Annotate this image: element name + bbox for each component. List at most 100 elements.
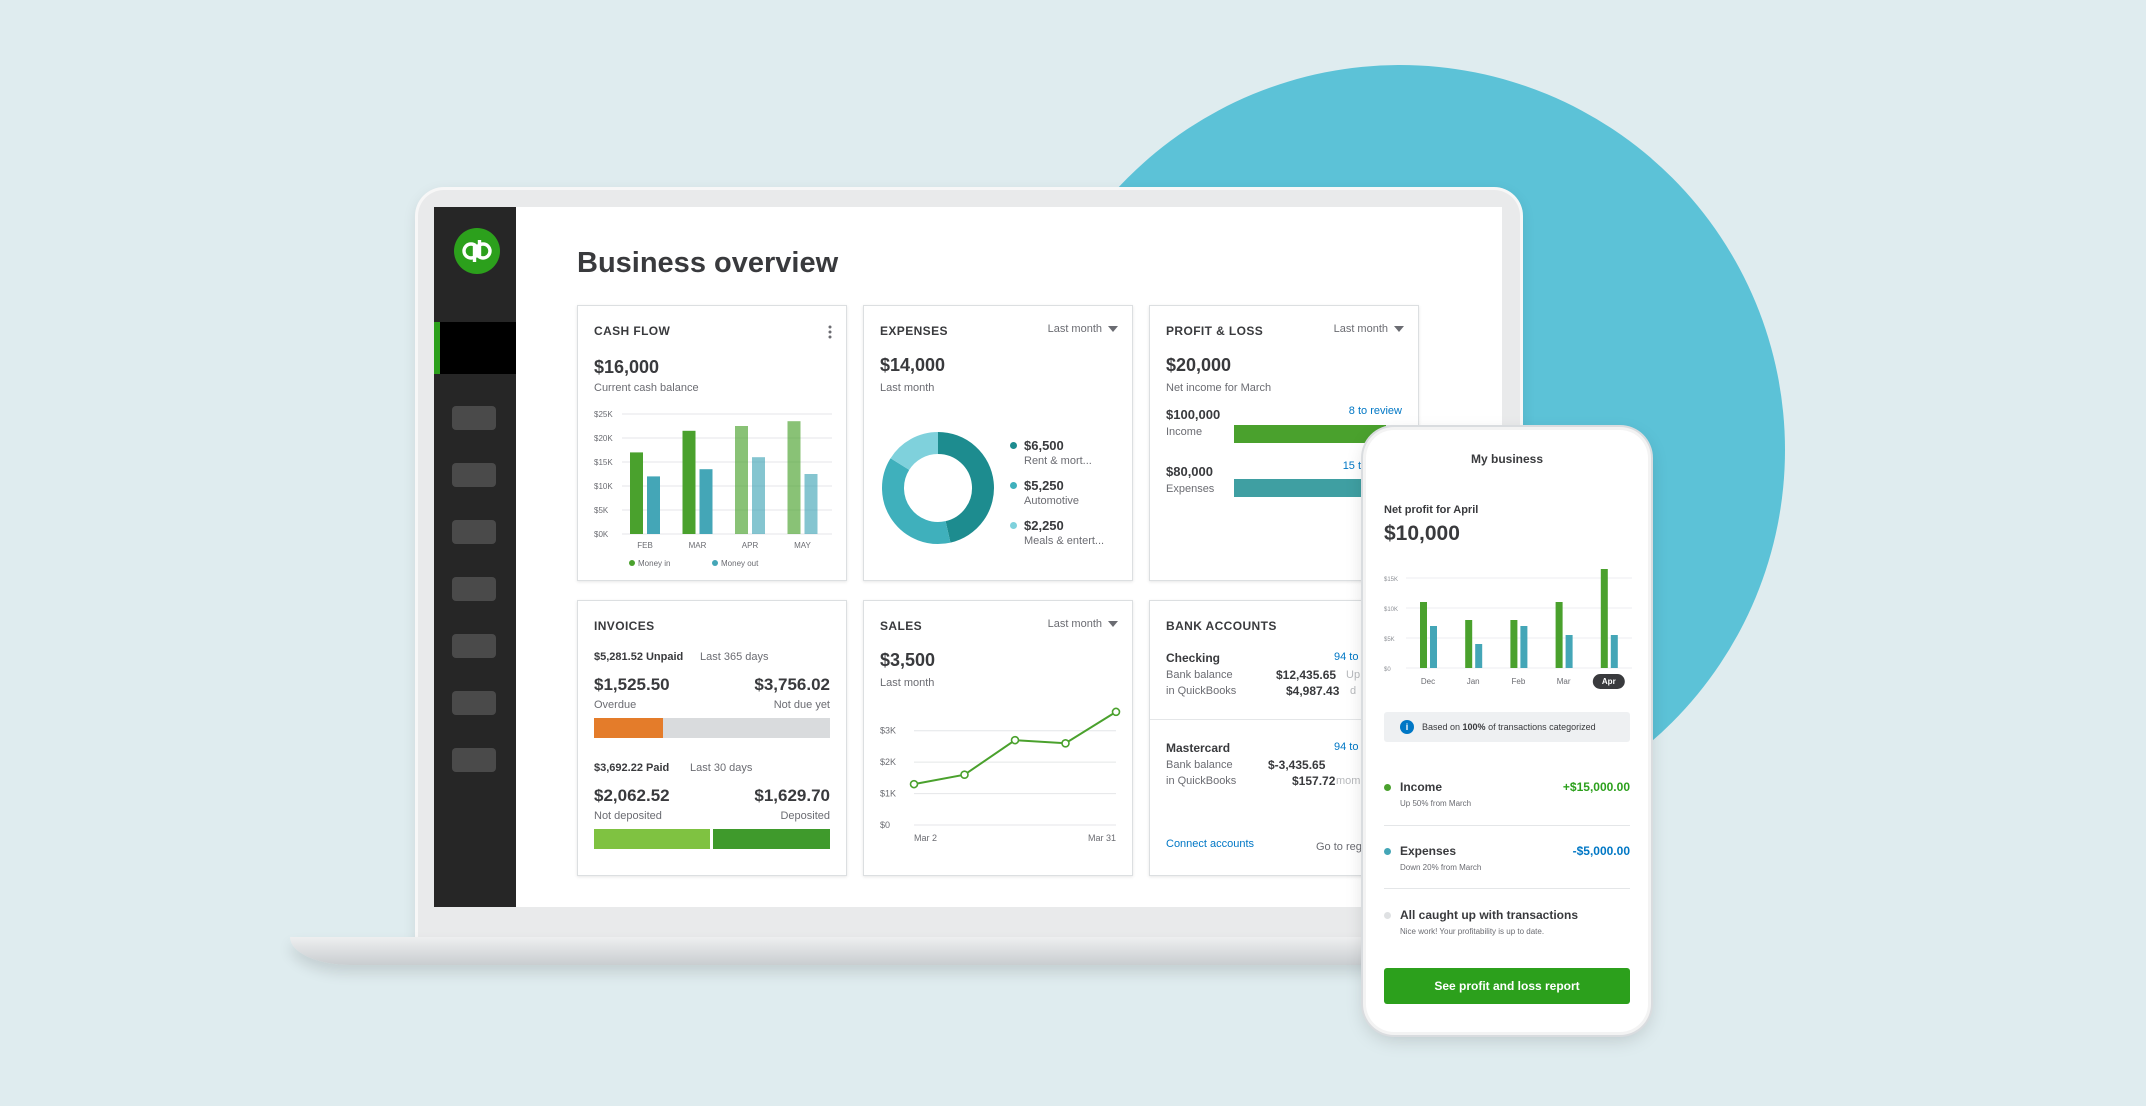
bar-expenses bbox=[1610, 635, 1618, 668]
invoices-card[interactable]: INVOICES $5,281.52 Unpaid Last 365 days … bbox=[577, 600, 847, 876]
go-to-register-link[interactable]: Go to regi bbox=[1316, 841, 1365, 853]
income-dot-icon bbox=[1384, 784, 1391, 791]
info-percent: 100% bbox=[1462, 722, 1486, 732]
expenses-bar-fill bbox=[1234, 479, 1370, 497]
expenses-amount: $14,000 bbox=[880, 355, 946, 375]
income-review-link[interactable]: 8 to review bbox=[1348, 405, 1402, 417]
expense-item-amount: $2,250 bbox=[1024, 518, 1064, 533]
x-tick-label: Feb bbox=[1512, 677, 1526, 686]
x-tick-label: Jan bbox=[1467, 677, 1480, 686]
x-tick-label: Mar 31 bbox=[1088, 833, 1116, 843]
sales-card[interactable]: SALES Last month $3,500 Last month $0 $1K… bbox=[863, 600, 1133, 876]
legend-money-out-dot bbox=[712, 560, 718, 566]
legend-money-in-dot bbox=[629, 560, 635, 566]
donut-slice bbox=[890, 432, 939, 471]
bar-money-in bbox=[735, 426, 748, 534]
bank-accounts-title: BANK ACCOUNTS bbox=[1166, 619, 1277, 633]
qb-balance-label: in QuickBooks bbox=[1166, 685, 1237, 697]
expenses-filter[interactable]: Last month bbox=[1048, 323, 1118, 335]
y-tick-label: $20K bbox=[594, 434, 613, 443]
sidebar-item[interactable] bbox=[452, 463, 496, 487]
legend-dot-icon bbox=[1010, 522, 1017, 529]
expenses-filter-label: Last month bbox=[1047, 323, 1102, 335]
sidebar-item-active[interactable] bbox=[434, 322, 516, 374]
deposited-bar-fill bbox=[713, 829, 830, 849]
divider bbox=[1384, 888, 1630, 889]
bar-income bbox=[1510, 620, 1518, 668]
x-tick-label: Mar 2 bbox=[914, 833, 937, 843]
expenses-subtext: Down 20% from March bbox=[1400, 863, 1482, 872]
cash-flow-chart: Money in Money out $0K $5K $10K $15K $20K $25… bbox=[594, 410, 832, 568]
sidebar bbox=[434, 207, 516, 907]
y-tick-label: $0 bbox=[1384, 667, 1391, 673]
chevron-down-icon bbox=[1108, 621, 1118, 628]
expenses-card[interactable]: EXPENSES Last month $14,000 Last month $… bbox=[863, 305, 1133, 581]
bar-money-out bbox=[752, 457, 765, 534]
not-deposited-amount: $2,062.52 bbox=[594, 786, 670, 805]
sidebar-item[interactable] bbox=[452, 634, 496, 658]
categorized-info-banner: i Based on 100% of transactions categori… bbox=[1384, 712, 1630, 742]
cash-flow-title: CASH FLOW bbox=[594, 324, 671, 338]
sales-line bbox=[913, 711, 1117, 786]
account-extra: mom bbox=[1336, 775, 1361, 787]
divider bbox=[1384, 825, 1630, 826]
account-name-checking[interactable]: Checking bbox=[1166, 651, 1221, 665]
invoices-title: INVOICES bbox=[594, 619, 655, 633]
info-icon: i bbox=[1400, 720, 1414, 734]
overdue-amount: $1,525.50 bbox=[594, 675, 670, 694]
see-profit-loss-button[interactable]: See profit and loss report bbox=[1384, 968, 1630, 1004]
phone-mockup: My business Net profit for April $10,000… bbox=[1366, 430, 1648, 1032]
invoices-unpaid-amount: $5,281.52 Unpaid bbox=[594, 651, 684, 663]
caught-up-subtext: Nice work! Your profitability is up to d… bbox=[1400, 927, 1545, 936]
bar-income bbox=[1420, 602, 1427, 668]
connect-accounts-link[interactable]: Connect accounts bbox=[1166, 838, 1255, 850]
account-review-link[interactable]: 94 to bbox=[1334, 651, 1359, 663]
info-prefix: Based on bbox=[1422, 722, 1463, 732]
sales-amount: $3,500 bbox=[880, 650, 936, 670]
expenses-legend-item: $2,250 Meals & entert... bbox=[1010, 518, 1128, 558]
account-review-link[interactable]: 94 to bbox=[1334, 741, 1359, 753]
qb-logo-icon[interactable] bbox=[454, 228, 500, 274]
expense-item-amount: $6,500 bbox=[1024, 438, 1064, 453]
net-profit-amount: $10,000 bbox=[1384, 522, 1460, 545]
income-bar bbox=[1234, 425, 1404, 443]
income-label: Income bbox=[1400, 780, 1443, 794]
sales-line-chart: $0 $1K $2K $3K Mar 2 Mar 31 bbox=[880, 707, 1121, 843]
bank-balance-value: $12,435.65 bbox=[1276, 668, 1337, 682]
invoices-paid-amount: $3,692.22 Paid bbox=[594, 762, 670, 774]
expense-item-label: Rent & mort... bbox=[1024, 455, 1092, 467]
profit-loss-filter[interactable]: Last month bbox=[1334, 323, 1404, 335]
sidebar-item[interactable] bbox=[452, 520, 496, 544]
not-deposited-bar-fill bbox=[594, 829, 710, 849]
sales-title: SALES bbox=[880, 619, 923, 633]
income-label: Income bbox=[1166, 426, 1203, 438]
sidebar-item[interactable] bbox=[452, 577, 496, 601]
x-tick-label: MAY bbox=[794, 541, 811, 550]
more-options-icon[interactable] bbox=[828, 325, 832, 339]
laptop-screen: Business overview CASH FLOW $16,000 Curr… bbox=[434, 207, 1502, 907]
not-due-label: Not due yet bbox=[773, 699, 830, 711]
expenses-subtitle: Last month bbox=[880, 382, 935, 394]
sales-point bbox=[1061, 738, 1070, 748]
expense-item-label: Automotive bbox=[1024, 495, 1080, 507]
paid-bar bbox=[594, 829, 830, 849]
cash-flow-card[interactable]: CASH FLOW $16,000 Current cash balance M… bbox=[577, 305, 847, 581]
profit-loss-amount: $20,000 bbox=[1166, 355, 1232, 375]
caught-up-label: All caught up with transactions bbox=[1400, 908, 1579, 922]
bar-money-in bbox=[682, 430, 696, 534]
net-profit-label: Net profit for April bbox=[1384, 504, 1479, 516]
sales-filter[interactable]: Last month bbox=[1048, 618, 1118, 630]
account-name-mastercard[interactable]: Mastercard bbox=[1166, 741, 1231, 755]
sidebar-item[interactable] bbox=[452, 406, 496, 430]
x-tick-label: Dec bbox=[1421, 677, 1435, 686]
legend-dot-icon bbox=[1010, 442, 1017, 449]
phone-header: My business bbox=[1470, 452, 1544, 466]
cash-flow-amount: $16,000 bbox=[594, 357, 660, 377]
sidebar-item[interactable] bbox=[452, 691, 496, 715]
x-tick-label: Apr bbox=[1602, 677, 1616, 686]
bar-expenses bbox=[1565, 635, 1573, 668]
x-tick-label: Mar bbox=[1557, 677, 1571, 686]
y-tick-label: $5K bbox=[1384, 637, 1395, 643]
y-tick-label: $3K bbox=[880, 726, 896, 736]
sidebar-item[interactable] bbox=[452, 748, 496, 772]
